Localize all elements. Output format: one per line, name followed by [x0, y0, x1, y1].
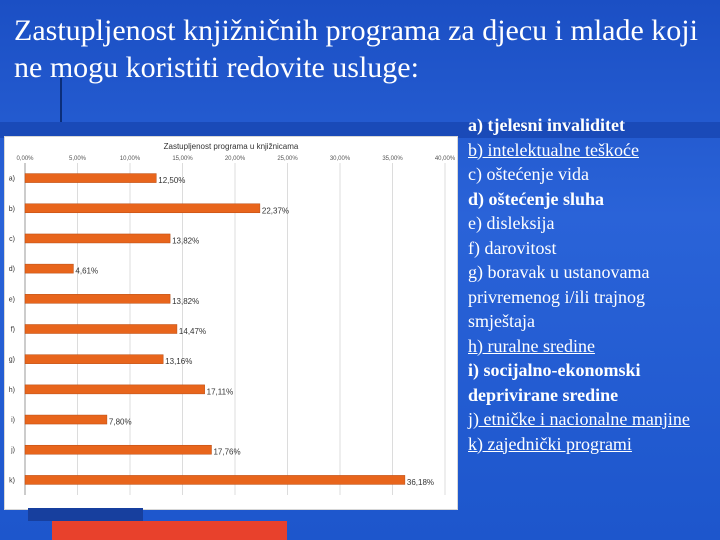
data-label: 36,18% — [407, 478, 434, 487]
legend-item: b) intelektualne teškoće — [468, 139, 639, 160]
x-tick-label: 35,00% — [382, 156, 403, 162]
legend-item: f) darovitost — [468, 237, 557, 258]
x-tick-label: 40,00% — [435, 156, 456, 162]
data-label: 14,47% — [179, 327, 206, 336]
x-tick-label: 5,00% — [69, 156, 87, 162]
category-label: a) — [9, 176, 15, 183]
slide-title: Zastupljenost knjižničnih programa za dj… — [14, 14, 698, 84]
bar — [24, 475, 406, 485]
category-label: f) — [11, 327, 15, 334]
legend-item: a) tjelesni invaliditet — [468, 115, 625, 135]
legend-item: h) ruralne sredine — [468, 335, 595, 356]
legend-item: g) boravak u ustanovama privremenog i/il… — [468, 262, 650, 331]
legend-item: i) socijalno-ekonomski deprivirane sredi… — [468, 360, 641, 405]
data-label: 13,82% — [172, 236, 199, 245]
legend-item: d) oštećenje sluha — [468, 188, 604, 209]
x-tick-label: 25,00% — [277, 156, 298, 162]
decorative-bottom-bar — [52, 521, 287, 540]
data-label: 12,50% — [158, 176, 185, 185]
data-label: 13,82% — [172, 297, 199, 306]
bar — [24, 444, 212, 455]
category-legend: a) tjelesni invaliditet b) intelektualne … — [468, 113, 713, 456]
data-label: 17,11% — [207, 387, 234, 396]
data-label: 22,37% — [262, 206, 289, 215]
bar — [24, 203, 261, 214]
data-label: 7,80% — [109, 418, 132, 427]
data-label: 17,76% — [213, 448, 240, 457]
data-label: 13,16% — [165, 357, 192, 366]
x-tick-label: 10,00% — [120, 156, 141, 162]
category-label: b) — [9, 206, 15, 213]
x-tick-label: 20,00% — [225, 156, 246, 162]
bar — [24, 294, 171, 304]
bar — [24, 414, 108, 425]
x-tick-label: 30,00% — [330, 156, 351, 162]
bar — [24, 354, 164, 364]
category-label: g) — [9, 357, 15, 364]
category-label: c) — [9, 236, 15, 243]
legend-item: j) etničke i nacionalne manjine — [468, 409, 690, 429]
decorative-band — [0, 122, 720, 138]
category-label: i) — [11, 417, 15, 424]
x-tick-label: 0,00% — [16, 156, 34, 162]
category-label: d) — [9, 266, 15, 273]
x-tick-label: 15,00% — [172, 156, 193, 162]
legend-item: e) disleksija — [468, 213, 555, 233]
bar — [24, 233, 171, 244]
bar-chart: Zastupljenost programa u knjižnicama 0,00… — [9, 142, 456, 495]
bar — [24, 263, 74, 274]
category-label: j) — [10, 447, 15, 454]
category-label: h) — [9, 387, 15, 394]
decorative-vertical-line — [60, 78, 62, 122]
legend-item: k) zajednički programi — [468, 433, 632, 454]
chart-title: Zastupljenost programa u knjižnicama — [164, 142, 299, 151]
bar — [24, 324, 178, 334]
decorative-bottom-block — [28, 508, 143, 521]
bar — [24, 173, 157, 183]
legend-item: c) oštećenje vida — [468, 164, 589, 184]
bar-chart-panel: Zastupljenost programa u knjižnicama 0,00… — [4, 136, 458, 510]
category-label: k) — [9, 477, 15, 484]
bar — [24, 384, 205, 395]
data-label: 4,61% — [75, 267, 98, 276]
category-label: e) — [9, 296, 15, 303]
